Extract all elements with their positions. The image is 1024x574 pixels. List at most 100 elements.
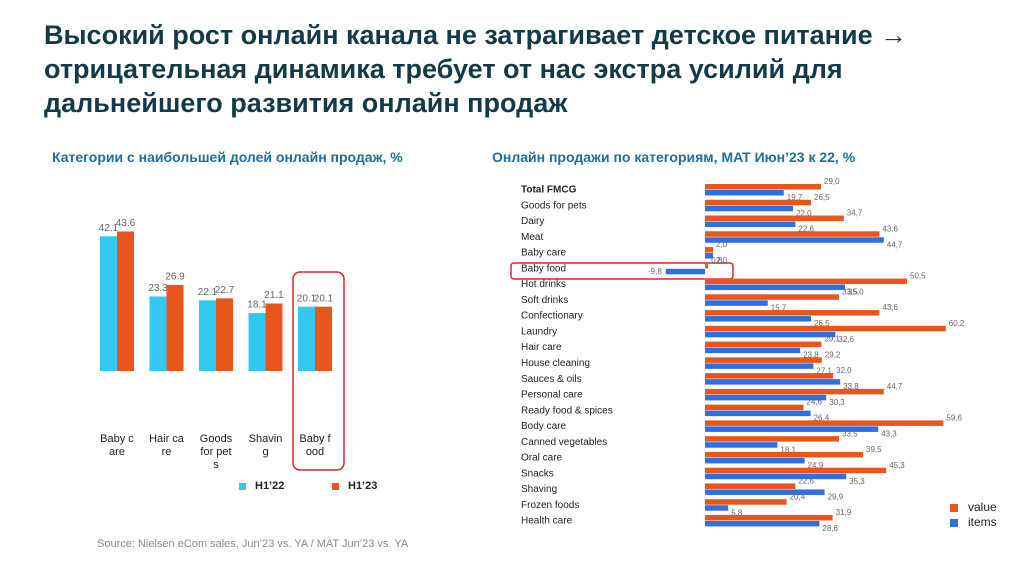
bar — [705, 231, 880, 237]
bar — [705, 388, 884, 395]
bar — [705, 451, 863, 458]
value-label: 26.9 — [165, 272, 185, 283]
y-tick-label: Hair care — [521, 342, 562, 353]
legend-label: H1’23 — [348, 480, 377, 492]
y-tick-label: Health care — [521, 516, 573, 527]
value-label: 29,1 — [824, 335, 840, 344]
value-label: 33,8 — [843, 382, 859, 391]
value-label: 29,9 — [828, 493, 844, 502]
y-tick-label: Ready food & spices — [521, 405, 613, 416]
x-tick-label: Baby food — [299, 433, 331, 458]
bar — [166, 284, 184, 371]
value-label: 39,5 — [866, 445, 882, 454]
value-label: 22.7 — [215, 285, 235, 296]
bar — [265, 303, 283, 371]
bar — [705, 520, 820, 527]
y-tick-label: Laundry — [521, 326, 557, 337]
value-label: 22,6 — [798, 225, 814, 234]
bar — [705, 184, 821, 190]
y-tick-label: Goods for pets — [521, 200, 587, 211]
y-tick-label: Baby food — [521, 263, 566, 274]
bar — [705, 237, 884, 243]
legend-label: value — [968, 500, 997, 514]
value-label: 24,9 — [808, 461, 824, 470]
value-label: 19,7 — [787, 193, 803, 202]
value-label: 18,1 — [780, 445, 796, 454]
bar — [705, 310, 880, 316]
bar — [705, 278, 907, 285]
value-label: 59,6 — [946, 414, 962, 423]
value-label: 23,8 — [803, 351, 819, 360]
bar — [149, 296, 167, 371]
bar — [315, 306, 332, 371]
value-label: 20.1 — [314, 293, 334, 304]
y-tick-label: Personal care — [521, 390, 583, 401]
y-tick-label: Sauces & oils — [521, 374, 582, 385]
y-tick-label: Total FMCG — [521, 185, 577, 196]
value-label: 2,0 — [716, 256, 728, 265]
value-label: 30,3 — [829, 398, 845, 407]
value-label: 21.1 — [264, 290, 284, 301]
y-tick-label: Soft drinks — [521, 295, 568, 306]
x-tick-label: Goods for pets — [199, 433, 233, 471]
legend-swatch — [950, 504, 958, 512]
y-tick-label: Snacks — [521, 468, 554, 479]
bar — [705, 357, 822, 363]
x-tick-label: Hair care — [149, 433, 184, 458]
bar — [199, 300, 216, 371]
highlight-box — [510, 262, 734, 280]
y-tick-label: Oral care — [521, 453, 563, 464]
chart-title: Категории с наибольшей долей онлайн прод… — [52, 149, 403, 165]
bar — [100, 236, 117, 371]
y-tick-label: Shaving — [521, 484, 557, 495]
value-label: 27,1 — [816, 366, 832, 375]
bar — [705, 300, 768, 306]
legend-label: items — [968, 515, 997, 529]
value-label: 26,4 — [814, 414, 830, 423]
bar — [705, 294, 839, 300]
value-label: 26,5 — [814, 193, 830, 202]
value-label: 20,4 — [790, 492, 806, 501]
value-label: 33,5 — [842, 429, 858, 438]
bar — [705, 331, 836, 338]
y-tick-label: Confectionary — [521, 311, 583, 322]
value-label: 24,6 — [806, 398, 822, 407]
value-label: -9,8 — [648, 267, 662, 276]
bar — [705, 190, 784, 196]
bar — [705, 410, 811, 417]
value-label: 18.1 — [247, 300, 267, 311]
value-label: 44,7 — [887, 382, 903, 391]
bar — [705, 514, 833, 521]
value-label: 22,6 — [798, 477, 814, 486]
bar — [705, 199, 811, 206]
bar — [705, 341, 822, 348]
bar — [705, 284, 845, 291]
value-label: 20.1 — [297, 293, 317, 304]
value-label: 43,6 — [882, 224, 898, 233]
value-label: 31,9 — [836, 508, 852, 517]
value-label: 32,0 — [836, 366, 852, 375]
x-tick-label: Baby care — [100, 433, 134, 458]
bar — [705, 505, 729, 511]
legend-swatch — [332, 483, 339, 490]
value-label: 32,6 — [838, 335, 854, 344]
value-label: 35,0 — [848, 288, 864, 297]
value-label: 22.1 — [198, 287, 218, 298]
bar — [705, 436, 839, 442]
bar — [705, 420, 944, 426]
bar — [705, 473, 847, 480]
bar — [705, 379, 841, 385]
bar — [705, 247, 713, 253]
y-tick-label: Canned vegetables — [521, 437, 607, 448]
y-tick-label: Meat — [521, 232, 543, 243]
value-label: 43.6 — [116, 218, 136, 229]
value-label: 43,3 — [881, 430, 897, 439]
bar — [705, 467, 887, 474]
value-label: 5,8 — [731, 508, 743, 517]
chart-title: Онлайн продажи по категориям, MAT Июн’23… — [492, 149, 856, 165]
bar — [705, 205, 793, 212]
value-label: 43,6 — [882, 303, 898, 312]
value-label: 45,3 — [889, 461, 905, 470]
